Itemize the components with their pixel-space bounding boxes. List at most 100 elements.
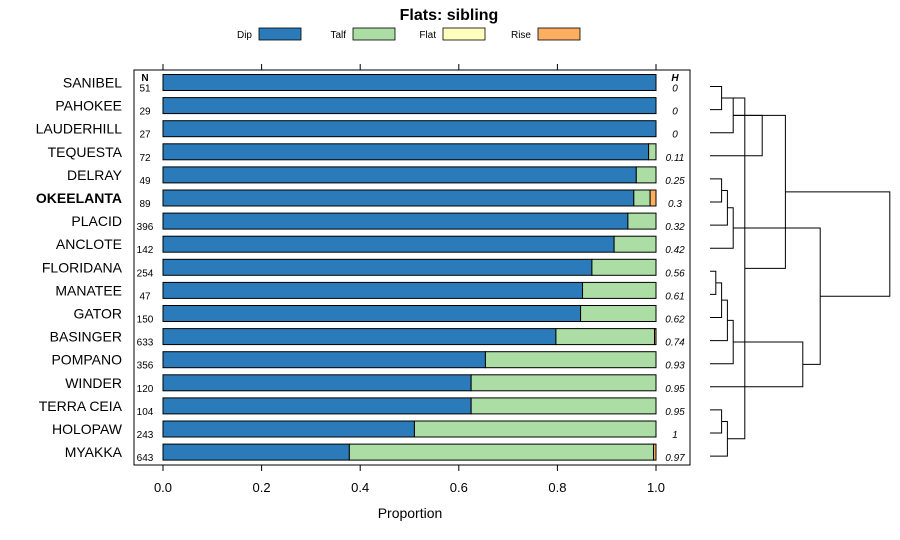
n-label: 89 — [139, 199, 151, 210]
bar-segment-dip — [162, 235, 615, 253]
bar-row-manatee — [162, 281, 657, 299]
h-label: 0.74 — [665, 338, 685, 349]
bar-segment-dip — [162, 374, 472, 392]
bar-row-myakka — [162, 443, 657, 461]
bar-row-floridana — [162, 258, 657, 276]
legend-swatch — [442, 27, 486, 41]
bar-segment-talf — [648, 143, 657, 161]
site-label: DELRAY — [67, 167, 123, 183]
site-labels: SANIBEL PAHOKEE LAUDERHILL TEQUESTA DELRAY OK… — [36, 75, 123, 461]
site-label: TERRA CEIA — [39, 398, 123, 414]
bar-segment-dip — [162, 397, 472, 415]
site-label: FLORIDANA — [42, 259, 123, 275]
h-label: 0.95 — [665, 384, 685, 395]
n-label: 29 — [139, 107, 151, 118]
bar-row-okeelanta — [162, 189, 657, 207]
x-tick-label: 1.0 — [647, 480, 665, 495]
n-label: 396 — [137, 222, 154, 233]
bar-segment-dip — [162, 189, 635, 207]
bar-segment-talf — [413, 420, 657, 438]
x-tick-label: 0.6 — [450, 480, 468, 495]
site-label: BASINGER — [50, 329, 122, 345]
bar-row-lauderhill — [162, 120, 657, 138]
h-label: 0.42 — [665, 245, 685, 256]
bar-segment-rise — [653, 443, 657, 461]
x-tick-label: 0.0 — [154, 480, 172, 495]
bar-segment-talf — [470, 374, 657, 392]
dendrogram-link — [710, 207, 734, 249]
dendrogram-link — [710, 86, 723, 111]
bar-segment-dip — [162, 143, 650, 161]
dendrogram-link — [710, 299, 728, 342]
h-column-header: H — [671, 73, 679, 84]
dendrogram-link — [710, 270, 717, 295]
h-label: 0.56 — [665, 268, 685, 279]
x-axis: 0.0 0.2 0.4 0.6 0.8 1.0 — [154, 465, 665, 495]
bar-segment-talf — [484, 351, 657, 369]
bar-row-delray — [162, 166, 657, 184]
x-tick-label: 0.8 — [548, 480, 566, 495]
legend: Dip Talf Flat Rise — [237, 27, 581, 41]
x-tick-label: 0.2 — [253, 480, 271, 495]
h-label: 0 — [672, 84, 678, 95]
bar-segment-talf — [591, 258, 657, 276]
h-label: 1 — [672, 430, 678, 441]
n-label: 27 — [139, 130, 151, 141]
n-labels: 51 29 27 72 49 89 396 142 254 47 150 633 356 120 104 24… — [137, 84, 154, 465]
dendrogram-link — [710, 420, 728, 457]
bar-segment-dip — [162, 328, 557, 346]
bar-segment-dip — [162, 305, 582, 322]
bar-row-sanibel — [162, 74, 657, 91]
x-axis-label: Proportion — [378, 505, 443, 521]
site-label: HOLOPAW — [52, 421, 123, 437]
bars — [162, 74, 657, 461]
dendrogram-link — [710, 189, 728, 226]
x-tick-label: 0.4 — [351, 480, 369, 495]
legend-item-rise: Rise — [511, 27, 581, 41]
dendrogram-link — [710, 409, 723, 434]
bar-row-tequesta — [162, 143, 657, 161]
bar-segment-rise — [649, 189, 657, 207]
h-label: 0.32 — [665, 222, 685, 233]
h-label: 0 — [672, 107, 678, 118]
h-label: 0.3 — [668, 199, 682, 210]
bar-segment-dip — [162, 351, 486, 369]
n-label: 142 — [137, 245, 154, 256]
bar-row-terra-ceia — [162, 397, 657, 415]
legend-label: Dip — [237, 30, 252, 41]
bar-row-gator — [162, 305, 657, 322]
bar-row-placid — [162, 212, 657, 230]
site-label: PAHOKEE — [55, 98, 122, 114]
bar-segment-dip — [162, 74, 657, 91]
bar-segment-talf — [635, 166, 657, 184]
site-label: LAUDERHILL — [36, 121, 123, 137]
n-label: 104 — [137, 407, 154, 418]
bar-row-anclote — [162, 235, 657, 253]
legend-label: Rise — [511, 30, 531, 41]
n-label: 150 — [137, 315, 154, 326]
bar-segment-rise — [654, 328, 657, 346]
site-label: POMPANO — [51, 352, 122, 368]
n-label: 49 — [139, 176, 151, 187]
bar-segment-dip — [162, 212, 629, 230]
h-label: 0.95 — [665, 407, 685, 418]
legend-swatch — [352, 27, 396, 41]
bar-segment-talf — [582, 281, 657, 299]
bar-segment-dip — [162, 420, 415, 438]
bar-segment-talf — [627, 212, 657, 230]
site-label: TEQUESTA — [48, 144, 123, 160]
site-label: MANATEE — [55, 282, 122, 298]
n-label: 51 — [139, 84, 151, 95]
n-label: 120 — [137, 384, 154, 395]
bar-segment-dip — [162, 120, 657, 138]
site-label: GATOR — [74, 306, 123, 322]
site-label: WINDER — [65, 375, 122, 391]
n-label: 643 — [137, 453, 154, 464]
dendrogram-link — [721, 97, 746, 440]
bar-segment-dip — [162, 97, 657, 115]
legend-item-talf: Talf — [330, 27, 396, 41]
n-column-header: N — [141, 73, 148, 84]
bar-row-basinger — [162, 328, 657, 346]
top-axis-ticks — [162, 64, 657, 70]
